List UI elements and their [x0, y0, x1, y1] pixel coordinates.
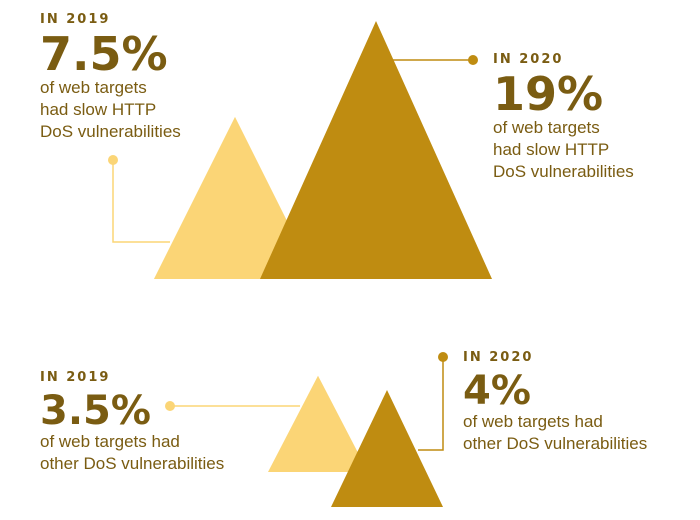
label-block-bottom-2020: IN 2020 4% of web targets had other DoS … [463, 350, 647, 455]
year-label: IN 2020 [463, 350, 534, 365]
year-label: IN 2019 [40, 12, 111, 27]
year-label: IN 2020 [493, 52, 564, 67]
label-block-top-2020: IN 2020 19% of web targets had slow HTTP… [493, 52, 634, 183]
description-line: of web targets had [463, 412, 603, 431]
connector-dot-top-2019 [108, 155, 118, 165]
percent-value: 7.5% [40, 27, 168, 81]
percent-value: 4% [463, 368, 531, 414]
triangle-top-2019 [153, 116, 317, 279]
description-line: of web targets had [40, 432, 180, 451]
description-line: had slow HTTP [40, 100, 157, 119]
connector-dot-bottom-2019 [165, 401, 175, 411]
percent-value: 19% [493, 67, 604, 121]
description-line: of web targets [493, 118, 600, 137]
label-block-bottom-2019: IN 2019 3.5% of web targets had other Do… [40, 370, 224, 475]
label-block-top-2019: IN 2019 7.5% of web targets had slow HTT… [40, 12, 181, 143]
percent-value: 3.5% [40, 388, 151, 434]
year-label: IN 2019 [40, 370, 111, 385]
description-line: DoS vulnerabilities [40, 122, 181, 141]
description-line: DoS vulnerabilities [493, 162, 634, 181]
connector-dot-bottom-2020 [438, 352, 448, 362]
description-line: of web targets [40, 78, 147, 97]
triangle-top-2020 [260, 21, 492, 279]
connector-dot-top-2020 [468, 55, 478, 65]
description-line: had slow HTTP [493, 140, 610, 159]
description-line: other DoS vulnerabilities [40, 454, 225, 473]
connector-top-2019 [112, 160, 170, 243]
triangle-bottom-2019 [268, 375, 368, 472]
description-line: other DoS vulnerabilities [463, 434, 648, 453]
connector-bottom-2020 [418, 357, 444, 451]
triangle-bottom-2020 [331, 390, 443, 507]
